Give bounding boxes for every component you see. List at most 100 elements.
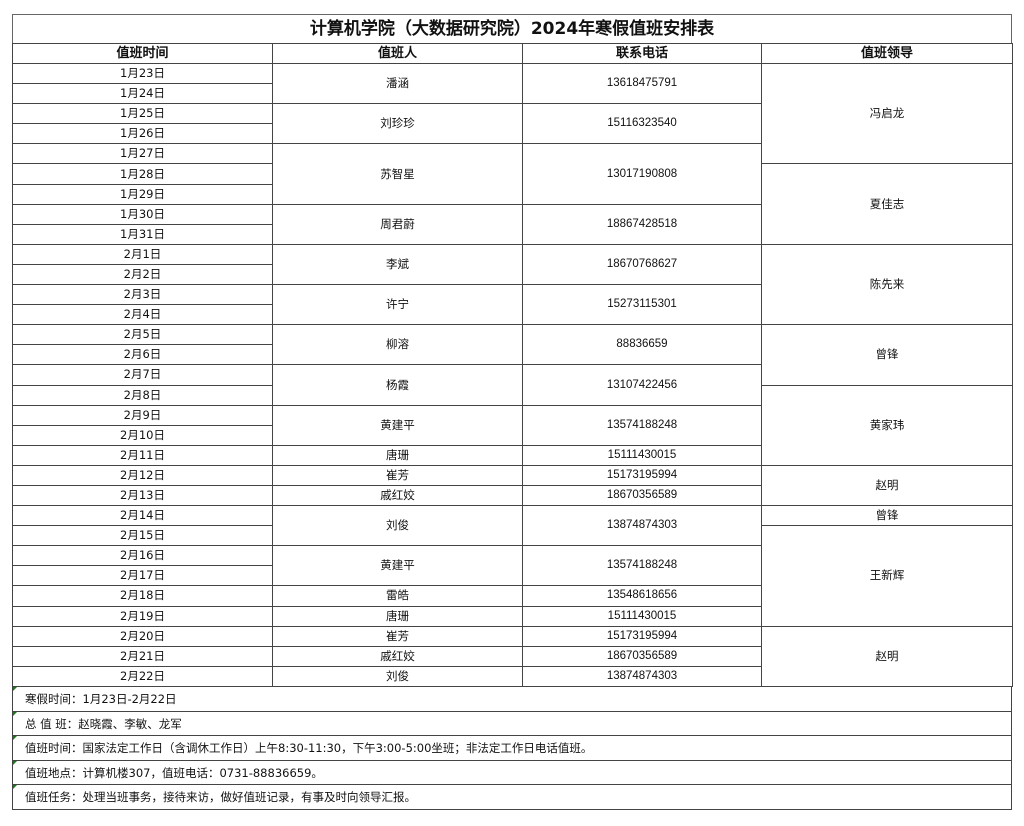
duty-date-cell: 2月11日	[12, 444, 273, 466]
duty-date-cell: 2月4日	[12, 304, 273, 326]
note-row: 值班时间：国家法定工作日（含调休工作日）上午8:30-11:30，下午3:00-…	[12, 736, 1012, 761]
header-duty-person: 值班人	[272, 43, 523, 64]
table-row: 2月22日 刘俊 13874874303	[12, 665, 1013, 687]
phone-cell: 13107422456	[522, 364, 762, 406]
phone-cell: 15111430015	[522, 605, 762, 627]
phone-cell: 15173195994	[522, 625, 762, 647]
duty-person-cell: 周君蔚	[272, 203, 523, 245]
duty-person-cell: 柳溶	[272, 324, 523, 366]
phone-cell: 13874874303	[522, 505, 762, 547]
duty-person-cell: 雷皓	[272, 585, 523, 607]
duty-person-cell: 唐珊	[272, 444, 523, 466]
phone-cell: 18867428518	[522, 203, 762, 245]
duty-person-cell: 黄建平	[272, 545, 523, 587]
duty-date-cell: 2月22日	[12, 665, 273, 687]
duty-person-cell: 许宁	[272, 284, 523, 326]
duty-date-cell: 2月14日	[12, 505, 273, 527]
duty-date-cell: 1月30日	[12, 203, 273, 225]
leader-cell: 黄家玮	[761, 384, 1013, 466]
duty-person-cell: 潘涵	[272, 62, 523, 105]
table-row: 2月14日 刘俊 13874874303 曾锋	[12, 505, 1013, 547]
duty-date-cell: 2月21日	[12, 645, 273, 667]
phone-cell: 15116323540	[522, 103, 762, 145]
duty-person-cell: 苏智星	[272, 143, 523, 205]
duty-date-cell: 2月20日	[12, 625, 273, 647]
duty-person-cell: 崔芳	[272, 625, 523, 647]
duty-person-cell: 李斌	[272, 243, 523, 286]
phone-cell: 18670768627	[522, 243, 762, 286]
duty-date-cell: 2月2日	[12, 263, 273, 286]
table-row: 2月10日	[12, 424, 1013, 446]
table-row: 2月20日 崔芳 15173195994 赵明	[12, 625, 1013, 687]
table-row: 2月11日 唐珊 15111430015	[12, 444, 1013, 466]
duty-date-cell: 1月26日	[12, 123, 273, 145]
duty-person-cell: 唐珊	[272, 605, 523, 627]
phone-cell: 13574188248	[522, 404, 762, 446]
table-row: 2月9日 黄建平 13574188248	[12, 404, 1013, 446]
duty-date-cell: 2月10日	[12, 424, 273, 446]
duty-schedule-sheet: 计算机学院（大数据研究院）2024年寒假值班安排表 值班时间 值班人 联系电话 …	[12, 14, 1013, 810]
note-row: 总 值 班：赵晓霞、李敏、龙军	[12, 711, 1012, 737]
duty-person-cell: 黄建平	[272, 404, 523, 446]
phone-cell: 13574188248	[522, 545, 762, 587]
duty-person-cell: 戚红姣	[272, 484, 523, 507]
phone-cell: 88836659	[522, 324, 762, 366]
table-row: 2月18日 雷皓 13548618656	[12, 585, 1013, 607]
table-row: 2月21日 戚红姣 18670356589	[12, 645, 1013, 667]
phone-cell: 15111430015	[522, 444, 762, 466]
phone-cell: 18670356589	[522, 645, 762, 667]
duty-date-cell: 1月25日	[12, 103, 273, 125]
leader-cell: 赵明	[761, 625, 1013, 687]
phone-cell: 13618475791	[522, 62, 762, 105]
note-row: 值班地点：计算机楼307，值班电话：0731-88836659。	[12, 760, 1012, 786]
phone-cell: 13874874303	[522, 665, 762, 687]
duty-date-cell: 2月19日	[12, 605, 273, 627]
duty-date-cell: 2月9日	[12, 404, 273, 426]
phone-cell: 13017190808	[522, 143, 762, 205]
duty-date-cell: 1月28日	[12, 163, 273, 185]
table-row: 1月30日 周君蔚 18867428518	[12, 203, 1013, 245]
duty-person-cell: 刘俊	[272, 665, 523, 687]
duty-date-cell: 2月13日	[12, 484, 273, 507]
duty-person-cell: 戚红姣	[272, 645, 523, 667]
header-row: 值班时间 值班人 联系电话 值班领导	[12, 43, 1013, 64]
table-row: 2月19日 唐珊 15111430015	[12, 605, 1013, 627]
duty-date-cell: 2月7日	[12, 364, 273, 386]
duty-date-cell: 2月1日	[12, 243, 273, 265]
leader-cell: 陈先来	[761, 243, 1013, 326]
note-row: 值班任务：处理当班事务，接待来访，做好值班记录，有事及时向领导汇报。	[12, 785, 1012, 810]
table-row: 2月16日 黄建平 13574188248	[12, 545, 1013, 587]
duty-date-cell: 1月23日	[12, 62, 273, 85]
table-row: 2月2日	[12, 263, 1013, 286]
leader-cell: 赵明	[761, 464, 1013, 507]
table-row: 1月28日 夏佳志	[12, 163, 1013, 245]
duty-person-cell: 刘俊	[272, 505, 523, 547]
leader-cell: 曾锋	[761, 324, 1013, 386]
duty-date-cell: 2月5日	[12, 324, 273, 346]
sheet-title: 计算机学院（大数据研究院）2024年寒假值班安排表	[12, 14, 1012, 43]
duty-date-cell: 2月6日	[12, 344, 273, 366]
phone-cell: 15273115301	[522, 284, 762, 326]
duty-date-cell: 2月17日	[12, 565, 273, 587]
duty-date-cell: 2月12日	[12, 464, 273, 486]
duty-date-cell: 2月16日	[12, 545, 273, 567]
duty-date-cell: 2月3日	[12, 284, 273, 306]
leader-cell: 王新辉	[761, 525, 1013, 627]
table-row: 1月27日 苏智星 13017190808	[12, 143, 1013, 205]
duty-person-cell: 杨霞	[272, 364, 523, 406]
table-row: 1月23日 潘涵 13618475791 冯启龙	[12, 62, 1013, 165]
leader-cell: 冯启龙	[761, 62, 1013, 165]
header-duty-date: 值班时间	[12, 43, 273, 64]
duty-person-cell: 刘珍珍	[272, 103, 523, 145]
table-row: 2月5日 柳溶 88836659 曾锋	[12, 324, 1013, 386]
duty-date-cell: 1月27日	[12, 143, 273, 165]
duty-date-cell: 2月18日	[12, 585, 273, 607]
table-row: 1月31日	[12, 223, 1013, 245]
table-row: 1月26日	[12, 123, 1013, 145]
duty-person-cell: 崔芳	[272, 464, 523, 486]
phone-cell: 15173195994	[522, 464, 762, 486]
phone-cell: 13548618656	[522, 585, 762, 607]
table-row: 2月7日 杨霞 13107422456	[12, 364, 1013, 406]
header-phone: 联系电话	[522, 43, 762, 64]
table-row: 2月13日 戚红姣 18670356589	[12, 484, 1013, 507]
